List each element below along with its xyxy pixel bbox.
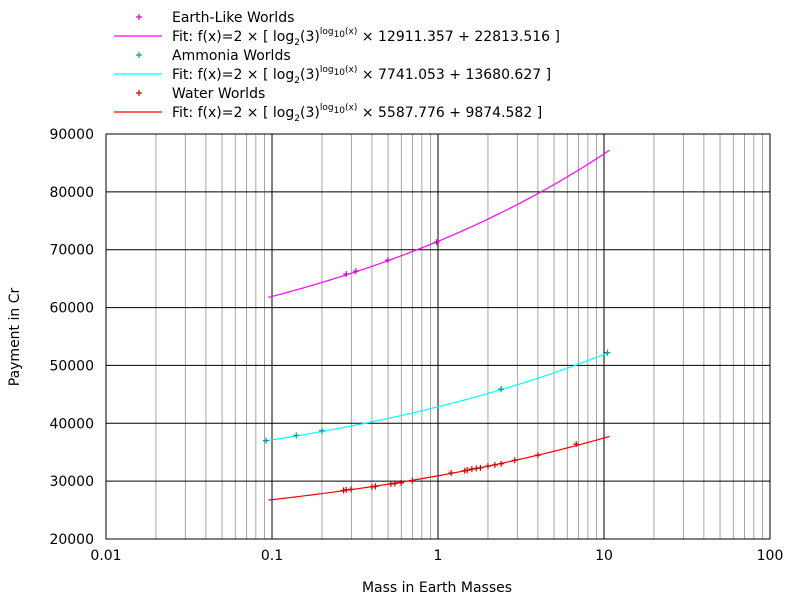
fit-curve — [268, 435, 610, 501]
legend-entry: Water Worlds — [136, 86, 265, 102]
legend-marker — [136, 90, 142, 96]
data-point — [491, 461, 498, 468]
y-tick-label: 60000 — [49, 301, 94, 317]
data-point — [398, 479, 405, 486]
data-point — [318, 427, 325, 434]
data-point — [477, 464, 484, 471]
legend-label: Fit: f(x)=2 × [ log2(3)log10(x) × 5587.7… — [172, 103, 542, 124]
x-tick-label: 10 — [595, 548, 613, 564]
legend-marker — [136, 52, 142, 58]
data-point — [385, 257, 392, 264]
legend-entry: Earth-Like Worlds — [136, 10, 294, 26]
legend-entry: Fit: f(x)=2 × [ log2(3)log10(x) × 5587.7… — [114, 103, 542, 124]
legend-label: Earth-Like Worlds — [172, 10, 294, 26]
data-point — [498, 386, 505, 393]
legend-label: Fit: f(x)=2 × [ log2(3)log10(x) × 7741.0… — [172, 65, 551, 86]
plot-frame — [105, 133, 771, 540]
data-point — [433, 239, 440, 246]
data-point — [348, 486, 355, 493]
y-tick-label: 30000 — [49, 474, 94, 490]
y-axis-title: Payment in Cr — [7, 288, 23, 387]
y-tick-label: 50000 — [49, 358, 94, 374]
x-tick-label: 0.1 — [261, 548, 283, 564]
data-point — [484, 463, 491, 470]
grid-lines — [105, 133, 771, 540]
legend-label: Water Worlds — [172, 86, 265, 102]
data-point — [343, 271, 350, 278]
data-point — [262, 437, 269, 444]
x-axis-title: Mass in Earth Masses — [362, 580, 512, 596]
legend-entry: Fit: f(x)=2 × [ log2(3)log10(x) × 7741.0… — [114, 65, 551, 86]
data-point — [511, 457, 518, 464]
y-tick-label: 80000 — [49, 185, 94, 201]
y-tick-label: 20000 — [49, 532, 94, 548]
data-point — [448, 470, 455, 477]
y-tick-label: 90000 — [49, 127, 94, 143]
x-tick-label: 1 — [434, 548, 443, 564]
legend-entry: Fit: f(x)=2 × [ log2(3)log10(x) × 12911.… — [114, 27, 560, 48]
data-point — [464, 467, 471, 474]
legend-entry: Ammonia Worlds — [136, 48, 291, 64]
x-tick-label: 100 — [757, 548, 784, 564]
data-point — [372, 483, 379, 490]
data-point — [409, 477, 416, 484]
y-tick-label: 40000 — [49, 416, 94, 432]
data-point — [604, 349, 611, 356]
data-point — [498, 460, 505, 467]
x-tick-label: 0.01 — [90, 548, 121, 564]
data-point — [352, 268, 359, 275]
legend-label: Fit: f(x)=2 × [ log2(3)log10(x) × 12911.… — [172, 27, 560, 48]
fit-curve — [268, 149, 610, 299]
data-point — [293, 432, 300, 439]
data-point — [534, 452, 541, 459]
data-points — [262, 239, 611, 494]
axis-ticks: 0.01 0.1 1 10 100 20000 30000 40000 50000 60000 70… — [49, 127, 783, 564]
y-tick-label: 70000 — [49, 243, 94, 259]
legend-marker — [136, 14, 142, 20]
data-point — [573, 441, 580, 448]
data-point — [391, 480, 398, 487]
legend-label: Ammonia Worlds — [172, 48, 291, 64]
